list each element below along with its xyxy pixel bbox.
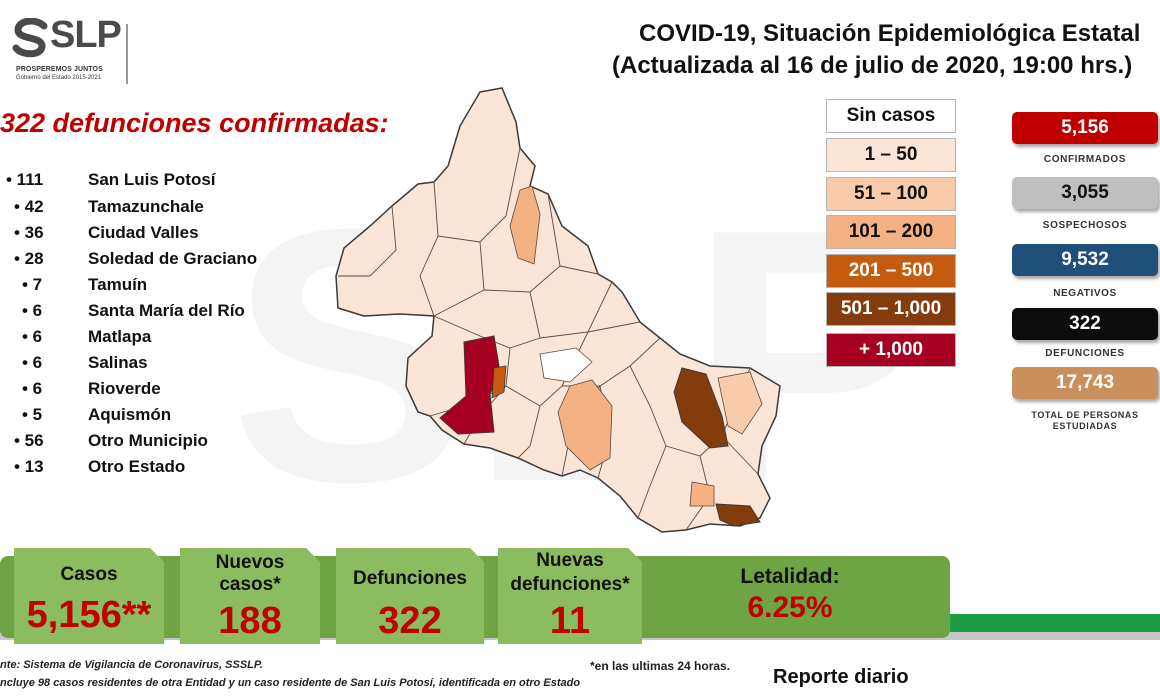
list-item-count: • 42 [14,197,44,216]
letalidad-value: 6.25% [747,591,833,624]
defunciones-label: Defunciones [352,568,468,589]
footer-source: nte: Sistema de Vigilancia de Coronaviru… [0,659,263,671]
stat-negativos-label: NEGATIVOS [1053,288,1117,299]
logo-tagline: PROSPEREMOS JUNTOS [16,66,103,73]
footer-report: Reporte diario [773,666,909,688]
state-map [335,87,781,533]
nuevas-def-label-2: defunciones* [510,574,630,595]
list-item: • 13 Otro Estado [0,457,300,481]
stat-confirmados-value: 5,156 [1012,112,1158,144]
list-item-municipio: Salinas [88,353,148,372]
list-item-count: • 56 [14,431,44,450]
summary-card-casos: Casos 5,156** [14,548,164,644]
municipio-tamazunchale [715,503,761,527]
list-item-municipio: Otro Municipio [88,431,208,450]
list-item-municipio: Santa María del Río [88,301,245,320]
list-item-municipio: Tamuín [88,275,148,294]
summary-card-defunciones: Defunciones 322 [336,548,484,644]
slp-logo-mark-icon [12,18,48,58]
stat-confirmados-label: CONFIRMADOS [1043,154,1127,165]
list-item-count: • 13 [14,457,44,476]
municipio-101-200-centro [557,379,613,471]
legend-item: Sin casos [826,99,956,133]
casos-label: Casos [60,564,118,585]
stat-sospechosos-label: SOSPECHOSOS [1042,220,1128,231]
stat-defunciones-label: DEFUNCIONES [1045,348,1125,359]
legend-item: 501 – 1,000 [826,292,956,326]
list-item-municipio: Rioverde [88,379,161,398]
stat-sospechosos-value: 3,055 [1012,177,1158,209]
list-item-count: • 6 [22,379,43,398]
nuevos-casos-value: 188 [218,600,282,642]
defunciones-value: 322 [378,600,442,642]
title-line-1: COVID-19, Situación Epidemiológica Estat… [639,20,1141,47]
logo-brand: SLP [50,14,122,56]
list-item: • 6 Salinas [0,353,300,377]
municipio-501-1000-huasteca [673,367,729,449]
list-item: • 6 Rioverde [0,379,300,403]
logo-divider [126,24,128,84]
legend-item: 201 – 500 [826,254,956,288]
municipio-51-100-north [509,185,541,265]
green-accent-strip [950,614,1160,632]
legend-item: 1 – 50 [826,138,956,172]
summary-card-nuevos-casos: Nuevos casos* 188 [180,548,320,644]
list-item: • 6 Santa María del Río [0,301,300,325]
letalidad-label: Letalidad: [740,565,840,588]
list-item: • 42 Tamazunchale [0,197,300,221]
defunciones-heading: 322 defunciones confirmadas: [0,108,389,138]
stat-total-value: 17,743 [1012,367,1158,399]
stat-defunciones-value: 322 [1012,308,1158,340]
title-line-2: (Actualizada al 16 de julio de 2020, 19:… [612,52,1133,79]
logo-government: Gobierno del Estado 2015-2021 [16,75,102,81]
list-item: • 56 Otro Municipio [0,431,300,455]
list-item-municipio: Aquismón [88,405,172,424]
municipio-soledad [491,365,507,399]
list-item-count: • 6 [22,353,43,372]
list-item-municipio: Tamazunchale [88,197,204,216]
slp-logo: SLP PROSPEREMOS JUNTOS Gobierno del Esta… [8,14,128,84]
list-item-count: • 5 [22,405,43,424]
list-item: • 7 Tamuín [0,275,300,299]
list-item: • 111 San Luis Potosí [0,170,300,194]
list-item: • 36 Ciudad Valles [0,223,300,247]
summary-card-nuevas-defunciones: Nuevas defunciones* 11 [498,548,642,644]
casos-value: 5,156** [26,594,152,636]
municipio-sin-casos [539,347,593,383]
nuevas-def-label-1: Nuevas [536,550,604,571]
list-item: • 28 Soledad de Graciano [0,249,300,273]
footer-last24: *en las ultimas 24 horas. [590,659,731,673]
list-item-count: • 28 [14,249,44,268]
legend-item: 51 – 100 [826,177,956,211]
list-item-municipio: San Luis Potosí [88,170,216,189]
municipio-101-200-sur [689,481,715,507]
list-item-count: • 111 [6,170,44,189]
footer-note: ncluye 98 casos residentes de otra Entid… [0,677,581,689]
list-item-count: • 6 [22,301,43,320]
list-item-municipio: Matlapa [88,327,152,346]
list-item: • 5 Aquismón [0,405,300,429]
legend-item: + 1,000 [826,333,956,367]
list-item: • 6 Matlapa [0,327,300,351]
municipio-san-luis-potosi [439,335,501,435]
list-item-count: • 36 [14,223,44,242]
state-outline [335,87,781,533]
stat-total-label: TOTAL DE PERSONAS ESTUDIADAS [1031,410,1139,431]
list-item-municipio: Ciudad Valles [88,223,199,242]
nuevos-casos-label-2: casos* [219,574,281,595]
list-item-count: • 6 [22,327,43,346]
stat-negativos-value: 9,532 [1012,244,1158,276]
legend-item: 101 – 200 [826,215,956,249]
list-item-municipio: Soledad de Graciano [88,249,258,268]
nuevas-def-value: 11 [549,600,591,642]
nuevos-casos-label-1: Nuevos [215,552,285,573]
list-item-count: • 7 [22,275,43,294]
list-item-municipio: Otro Estado [88,457,186,476]
municipio-51-100-este [717,371,763,435]
